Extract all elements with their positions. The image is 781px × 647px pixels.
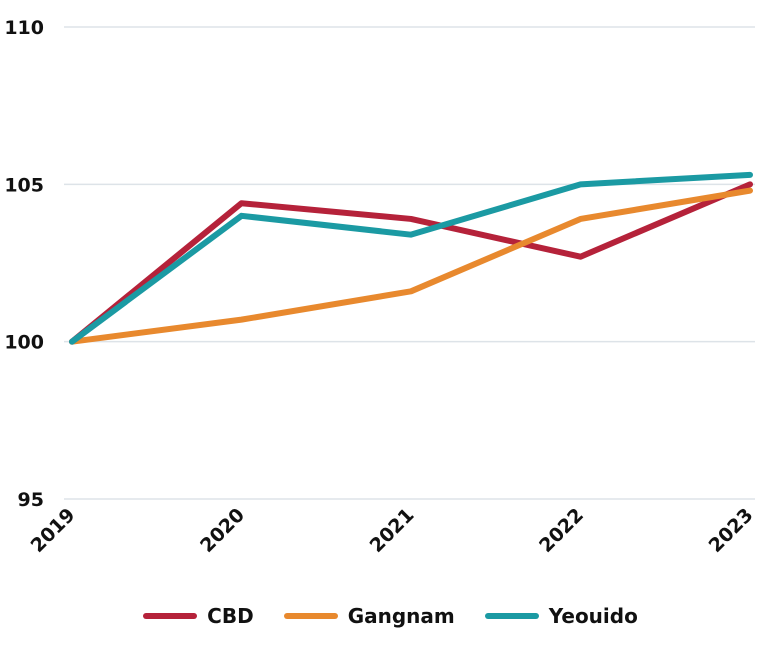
- series-line-yeouido: [69, 171, 753, 345]
- line-chart: 95 100 105 110 2019 2020 2021 2022 2023: [4, 17, 758, 557]
- x-tick-2020: 2020: [196, 504, 249, 557]
- legend-label-cbd: CBD: [207, 604, 254, 628]
- x-tick-2021: 2021: [366, 504, 419, 557]
- y-tick-105: 105: [4, 174, 44, 196]
- legend-swatch-cbd: [143, 613, 198, 619]
- legend-item-gangnam: Gangnam: [283, 604, 455, 628]
- y-tick-100: 100: [4, 332, 44, 354]
- series-line-gangnam: [69, 187, 753, 345]
- legend-item-yeouido: Yeouido: [484, 604, 638, 628]
- x-tick-2023: 2023: [705, 504, 758, 557]
- series-line-cbd: [69, 181, 753, 345]
- y-tick-95: 95: [18, 489, 44, 511]
- series-lines: [69, 171, 753, 345]
- x-tick-2019: 2019: [27, 504, 80, 557]
- x-tick-2022: 2022: [535, 504, 588, 557]
- legend-swatch-yeouido: [484, 613, 539, 619]
- x-axis-ticks: 2019 2020 2021 2022 2023: [27, 504, 758, 557]
- y-tick-110: 110: [4, 17, 44, 39]
- legend-item-cbd: CBD: [143, 604, 254, 628]
- y-axis-ticks: 95 100 105 110: [4, 17, 44, 511]
- legend-label-yeouido: Yeouido: [548, 604, 638, 628]
- legend: CBD Gangnam Yeouido: [0, 600, 781, 632]
- gridlines: [64, 26, 755, 500]
- legend-label-gangnam: Gangnam: [347, 604, 455, 628]
- legend-swatch-gangnam: [283, 613, 338, 619]
